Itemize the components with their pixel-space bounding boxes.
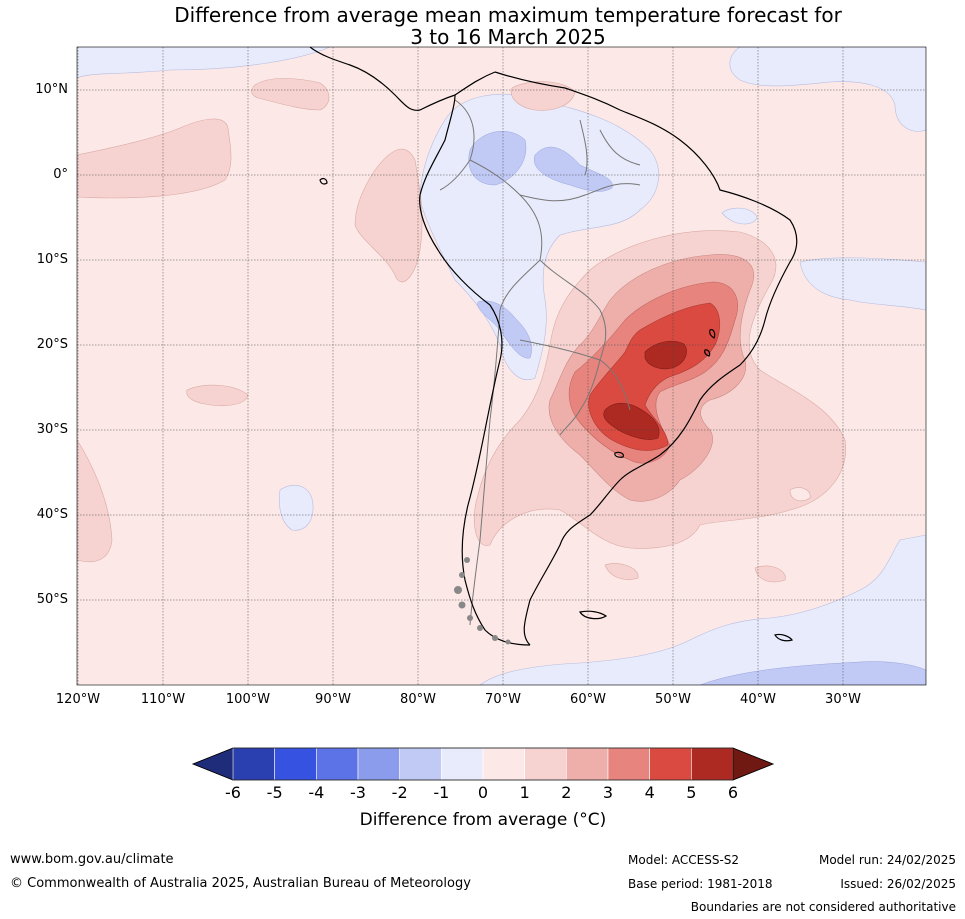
colorbar-tick-label: 6 bbox=[727, 783, 739, 802]
cool-region-northwest bbox=[77, 47, 331, 79]
warm-region-level-6-south bbox=[603, 402, 660, 440]
map-title: Difference from average mean maximum tem… bbox=[0, 4, 965, 48]
lat-label-30s: 30°S bbox=[36, 422, 68, 437]
colorbar-segment bbox=[482, 747, 525, 781]
colorbar-segment bbox=[441, 747, 484, 781]
colorbar-tick-label: 4 bbox=[644, 783, 655, 802]
colorbar-tick-label: -3 bbox=[350, 783, 366, 802]
warm-region-south-atlantic bbox=[604, 563, 639, 580]
footer-model: Model: ACCESS-S2 bbox=[628, 853, 740, 867]
footer-base-period: Base period: 1981-2018 bbox=[628, 877, 773, 891]
title-line-2: 3 to 16 March 2025 bbox=[410, 25, 606, 49]
colorbar-segment bbox=[399, 747, 442, 781]
colorbar-tick-label: -1 bbox=[433, 783, 450, 802]
lon-label-60w: 60°W bbox=[570, 692, 606, 707]
colorbar-tick-label: 2 bbox=[561, 783, 572, 802]
footer-copyright: © Commonwealth of Australia 2025, Austra… bbox=[10, 876, 471, 891]
colorbar-segment bbox=[691, 747, 734, 781]
cool-region-amazon-core-west bbox=[468, 131, 527, 186]
colorbar-tick-label: 1 bbox=[519, 783, 530, 802]
cool-region-east-ocean bbox=[799, 257, 926, 311]
warm-region-northern-sa bbox=[251, 78, 330, 111]
lon-label-40w: 40°W bbox=[740, 692, 776, 707]
colorbar-extend-high bbox=[732, 747, 774, 781]
warm-region-west-pacific bbox=[77, 439, 113, 563]
lon-label-30w: 30°W bbox=[825, 692, 861, 707]
map-frame bbox=[76, 46, 927, 686]
warm-region-south-patch bbox=[754, 565, 786, 583]
warm-region-coastal-peru bbox=[354, 148, 423, 283]
lat-label-40s: 40°S bbox=[36, 507, 68, 522]
colorbar-tick-label: 0 bbox=[477, 783, 489, 802]
colorbar-segment bbox=[566, 747, 609, 781]
footer-website: www.bom.gov.au/climate bbox=[10, 852, 174, 867]
colorbar-segment bbox=[357, 747, 400, 781]
lat-label-10n: 10°N bbox=[35, 82, 68, 97]
colorbar-tick-label: -6 bbox=[225, 783, 241, 802]
colorbar-extend-low bbox=[192, 747, 234, 781]
lon-label-100w: 100°W bbox=[225, 692, 271, 707]
footer-disclaimer: Boundaries are not considered authoritat… bbox=[690, 900, 956, 914]
lon-label-50w: 50°W bbox=[655, 692, 691, 707]
colorbar-tick-label: 3 bbox=[602, 783, 614, 802]
colorbar-tick-label: -2 bbox=[391, 783, 408, 802]
lon-label-110w: 110°W bbox=[140, 692, 186, 707]
lon-label-70w: 70°W bbox=[485, 692, 521, 707]
colorbar-tick-label: -5 bbox=[266, 783, 283, 802]
cool-region-small-east bbox=[721, 207, 758, 225]
colorbar-segment bbox=[649, 747, 692, 781]
chile-archipelago bbox=[454, 557, 511, 645]
footer-issued: Issued: 26/02/2025 bbox=[840, 877, 956, 891]
title-line-1: Difference from average mean maximum tem… bbox=[174, 3, 842, 27]
lat-label-50s: 50°S bbox=[36, 592, 68, 607]
lat-label-20s: 20°S bbox=[36, 337, 68, 352]
lon-label-80w: 80°W bbox=[400, 692, 436, 707]
lat-label-10s: 10°S bbox=[36, 252, 68, 267]
cool-region-pacific bbox=[279, 485, 314, 531]
warm-region-level-6-north bbox=[644, 340, 687, 370]
warm-region-small-pacific bbox=[186, 384, 249, 406]
colorbar-segment bbox=[524, 747, 567, 781]
country-borders bbox=[439, 99, 641, 626]
background-patch-atlantic bbox=[789, 487, 811, 502]
coastlines bbox=[309, 47, 798, 646]
cool-region-andes-core bbox=[477, 300, 532, 359]
colorbar-label: Difference from average (°C) bbox=[359, 810, 607, 830]
colorbar-outline bbox=[191, 747, 775, 781]
lon-label-90w: 90°W bbox=[315, 692, 351, 707]
colorbar-tick-label: 5 bbox=[686, 783, 697, 802]
colorbar-tick-label: -4 bbox=[308, 783, 325, 802]
lat-label-0: 0° bbox=[53, 167, 68, 182]
footer-model-run: Model run: 24/02/2025 bbox=[818, 853, 956, 867]
warm-region-pacific-band bbox=[77, 118, 232, 199]
cool-region-northeast-ocean bbox=[729, 47, 926, 132]
colorbar-segment bbox=[316, 747, 359, 781]
colorbar-segment bbox=[607, 747, 650, 781]
lon-label-120w: 120°W bbox=[55, 692, 101, 707]
cool-region-south-core bbox=[699, 661, 926, 685]
colorbar-segment bbox=[274, 747, 317, 781]
cool-region-amazon-core-east bbox=[534, 146, 613, 192]
warm-region-north-coast bbox=[510, 81, 576, 111]
graticule bbox=[77, 47, 926, 685]
colorbar-segment bbox=[232, 747, 275, 781]
cool-region-southeast bbox=[479, 534, 926, 685]
